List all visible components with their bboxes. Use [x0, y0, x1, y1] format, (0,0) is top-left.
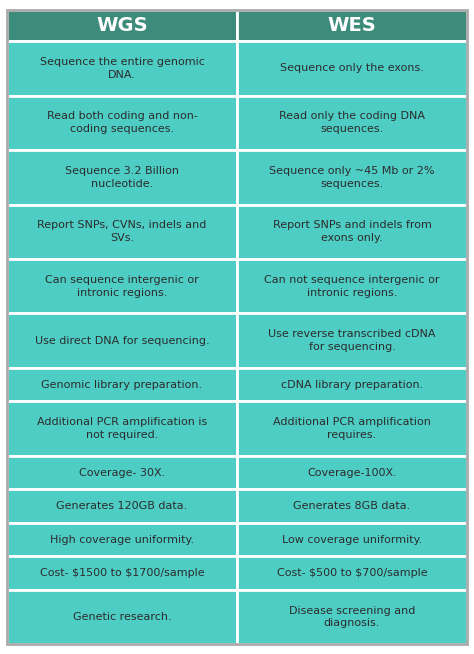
Bar — [7, 205, 237, 259]
Bar — [237, 523, 467, 557]
Bar — [237, 557, 467, 590]
Bar — [237, 489, 467, 523]
Text: Sequence only the exons.: Sequence only the exons. — [280, 63, 424, 73]
Bar — [7, 41, 237, 95]
Text: High coverage uniformity.: High coverage uniformity. — [50, 534, 194, 545]
Text: Cost- \$500 to \$700/sample: Cost- \$500 to \$700/sample — [277, 568, 427, 578]
Text: Low coverage uniformity.: Low coverage uniformity. — [282, 534, 422, 545]
Text: Generates 8GB data.: Generates 8GB data. — [293, 501, 410, 511]
Text: Genomic library preparation.: Genomic library preparation. — [42, 379, 202, 390]
Text: Coverage-100X.: Coverage-100X. — [307, 468, 397, 477]
Text: Can sequence intergenic or
intronic regions.: Can sequence intergenic or intronic regi… — [45, 275, 199, 298]
Bar — [7, 150, 237, 205]
Bar — [7, 313, 237, 368]
Text: Use direct DNA for sequencing.: Use direct DNA for sequencing. — [35, 336, 210, 345]
Bar — [7, 368, 237, 402]
Bar — [7, 489, 237, 523]
Text: Generates 120GB data.: Generates 120GB data. — [56, 501, 188, 511]
Text: WES: WES — [328, 16, 376, 35]
Bar — [237, 95, 467, 150]
Text: WGS: WGS — [96, 16, 148, 35]
Bar — [237, 402, 467, 456]
Bar — [7, 259, 237, 313]
Text: Report SNPs, CVNs, indels and
SVs.: Report SNPs, CVNs, indels and SVs. — [37, 220, 207, 243]
Text: Sequence the entire genomic
DNA.: Sequence the entire genomic DNA. — [40, 57, 204, 80]
Text: Coverage- 30X.: Coverage- 30X. — [79, 468, 165, 477]
Bar — [7, 402, 237, 456]
Bar — [7, 456, 237, 489]
Text: Report SNPs and indels from
exons only.: Report SNPs and indels from exons only. — [273, 220, 431, 243]
Text: Can not sequence intergenic or
intronic regions.: Can not sequence intergenic or intronic … — [264, 275, 440, 298]
Bar — [237, 313, 467, 368]
Bar — [237, 259, 467, 313]
Text: Additional PCR amplification is
not required.: Additional PCR amplification is not requ… — [37, 417, 207, 440]
Bar — [237, 10, 467, 41]
Bar — [7, 10, 237, 41]
Bar — [237, 368, 467, 402]
Bar — [237, 205, 467, 259]
Text: Sequence only ~45 Mb or 2%
sequences.: Sequence only ~45 Mb or 2% sequences. — [269, 166, 435, 189]
Text: Disease screening and
diagnosis.: Disease screening and diagnosis. — [289, 606, 415, 628]
Text: Sequence 3.2 Billion
nucleotide.: Sequence 3.2 Billion nucleotide. — [65, 166, 179, 189]
Bar — [237, 41, 467, 95]
Text: cDNA library preparation.: cDNA library preparation. — [281, 379, 423, 390]
Text: Genetic research.: Genetic research. — [73, 612, 172, 622]
Text: Use reverse transcribed cDNA
for sequencing.: Use reverse transcribed cDNA for sequenc… — [268, 329, 436, 352]
Text: Cost- \$1500 to \$1700/sample: Cost- \$1500 to \$1700/sample — [40, 568, 204, 578]
Text: Read both coding and non-
coding sequences.: Read both coding and non- coding sequenc… — [46, 111, 198, 134]
Bar — [7, 523, 237, 557]
Bar — [7, 95, 237, 150]
Bar — [237, 456, 467, 489]
Text: Additional PCR amplification
requires.: Additional PCR amplification requires. — [273, 417, 431, 440]
Bar — [237, 590, 467, 644]
Bar — [7, 557, 237, 590]
Bar — [7, 590, 237, 644]
Bar — [237, 150, 467, 205]
Text: Read only the coding DNA
sequences.: Read only the coding DNA sequences. — [279, 111, 425, 134]
